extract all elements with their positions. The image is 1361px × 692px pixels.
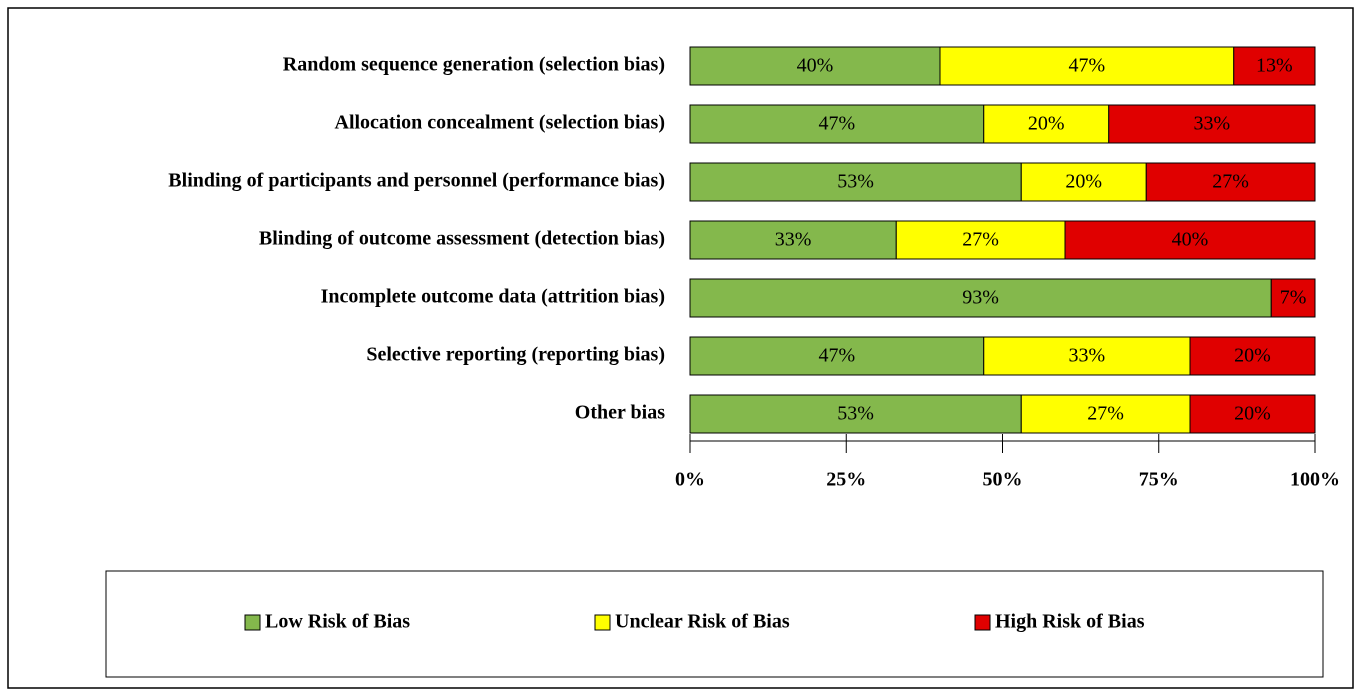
bar-segment [983, 336, 1191, 376]
x-tick-label: 25% [826, 469, 866, 491]
data-label: 40% [797, 55, 834, 77]
legend-swatch [244, 614, 261, 631]
data-label: 93% [962, 287, 999, 309]
category-label: Incomplete outcome data (attrition bias) [321, 286, 665, 308]
data-label: 53% [837, 403, 874, 425]
bar-segment [895, 220, 1066, 260]
bar-segment [1233, 46, 1316, 86]
data-label: 7% [1280, 287, 1307, 309]
data-label: 53% [837, 171, 874, 193]
data-label: 33% [1194, 113, 1231, 135]
category-label: Blinding of participants and personnel (… [168, 170, 665, 192]
bar-segment [1020, 394, 1191, 434]
bar-segment [1064, 220, 1316, 260]
bar-segment [939, 46, 1235, 86]
bar-segment [689, 162, 1022, 202]
bar-segment [1145, 162, 1316, 202]
category-label: Allocation concealment (selection bias) [335, 112, 666, 134]
bar-segment [1108, 104, 1316, 144]
data-label: 47% [819, 345, 856, 367]
legend-label: Unclear Risk of Bias [615, 611, 790, 633]
data-label: 27% [1212, 171, 1249, 193]
x-tick-label: 100% [1290, 469, 1340, 491]
category-label: Selective reporting (reporting bias) [366, 344, 665, 366]
legend-label: High Risk of Bias [995, 611, 1145, 633]
category-label: Blinding of outcome assessment (detectio… [259, 228, 665, 250]
legend-swatch [974, 614, 991, 631]
data-label: 47% [1069, 55, 1106, 77]
data-label: 27% [1087, 403, 1124, 425]
data-label: 20% [1028, 113, 1065, 135]
bar-segment [1189, 336, 1316, 376]
data-label: 47% [819, 113, 856, 135]
data-label: 33% [775, 229, 812, 251]
bar-segment [689, 394, 1022, 434]
data-label: 20% [1234, 403, 1271, 425]
data-label: 33% [1069, 345, 1106, 367]
bar-segment [1270, 278, 1316, 318]
data-label: 20% [1065, 171, 1102, 193]
x-tick-label: 50% [983, 469, 1023, 491]
category-label: Other bias [575, 402, 665, 424]
bar-segment [689, 336, 985, 376]
bar-segment [983, 104, 1110, 144]
data-label: 20% [1234, 345, 1271, 367]
data-label: 40% [1172, 229, 1209, 251]
bar-segment [1020, 162, 1147, 202]
legend-box [105, 570, 1324, 678]
bar-segment [689, 104, 985, 144]
legend-label: Low Risk of Bias [265, 611, 410, 633]
data-label: 13% [1256, 55, 1293, 77]
bar-segment [689, 220, 897, 260]
data-label: 27% [962, 229, 999, 251]
legend-swatch [594, 614, 611, 631]
category-label: Random sequence generation (selection bi… [283, 54, 665, 76]
x-tick-label: 75% [1139, 469, 1179, 491]
x-tick-label: 0% [675, 469, 705, 491]
bar-segment [689, 46, 941, 86]
bar-segment [1189, 394, 1316, 434]
